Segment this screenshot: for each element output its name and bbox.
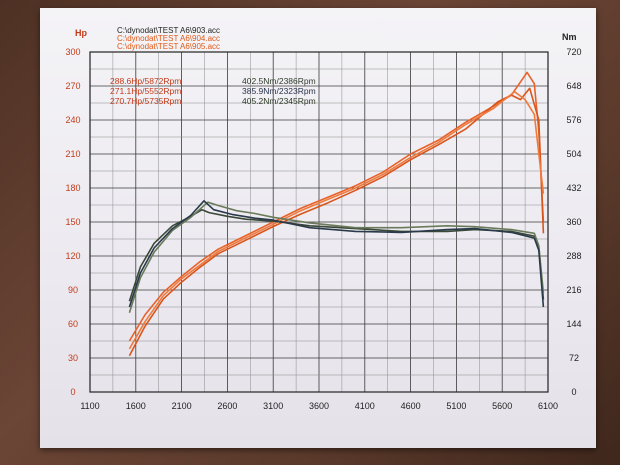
y-right-axis-label: Nm bbox=[562, 32, 577, 42]
y-right-tick-label: 432 bbox=[566, 183, 581, 193]
y-left-tick-label: 300 bbox=[65, 47, 80, 57]
x-tick-label: 5100 bbox=[446, 401, 466, 411]
y-left-tick-label: 150 bbox=[65, 217, 80, 227]
y-right-tick-label: 648 bbox=[566, 81, 581, 91]
peak-power-1: 288.6Hp/5872Rpm bbox=[110, 76, 181, 86]
x-tick-label: 6100 bbox=[538, 401, 558, 411]
y-left-tick-label: 180 bbox=[65, 183, 80, 193]
legend-file-3: C:\dynodat\TEST A6\905.acc bbox=[117, 42, 220, 51]
peak-torque-2: 385.9Nm/2323Rpm bbox=[242, 86, 316, 96]
y-right-tick-label: 576 bbox=[566, 115, 581, 125]
x-tick-label: 3100 bbox=[263, 401, 283, 411]
y-right-tick-label: 288 bbox=[566, 251, 581, 261]
y-right-tick-label: 504 bbox=[566, 149, 581, 159]
power-curve-2 bbox=[128, 87, 545, 357]
y-left-tick-label: 0 bbox=[70, 387, 75, 397]
y-left-tick-label: 210 bbox=[65, 149, 80, 159]
plot-frame bbox=[89, 51, 549, 393]
y-left-tick-labels: 0 30 60 90 120 150 180 210 240 270 300 bbox=[65, 47, 80, 397]
peak-power-3: 270.7Hp/5735Rpm bbox=[110, 96, 181, 106]
y-right-tick-label: 360 bbox=[566, 217, 581, 227]
power-curve-3 bbox=[128, 90, 545, 350]
y-left-tick-label: 30 bbox=[68, 353, 78, 363]
y-right-tick-label: 720 bbox=[566, 47, 581, 57]
legend-file-2: C:\dynodat\TEST A6\904.acc bbox=[117, 34, 220, 43]
y-left-tick-label: 60 bbox=[68, 319, 78, 329]
x-tick-label: 2100 bbox=[172, 401, 192, 411]
x-tick-label: 1100 bbox=[80, 401, 99, 411]
y-right-tick-labels: 0 72 144 216 288 360 432 504 576 648 720 bbox=[566, 47, 581, 397]
y-left-axis-label: Hp bbox=[75, 28, 87, 38]
peak-torque-3: 405.2Nm/2345Rpm bbox=[242, 96, 316, 106]
x-tick-labels: 1100 1600 2100 2600 3100 3600 4100 4600 5100 5600… bbox=[80, 401, 558, 411]
x-tick-label: 3600 bbox=[309, 401, 329, 411]
y-right-tick-label: 72 bbox=[569, 353, 579, 363]
chart-curves bbox=[128, 71, 545, 357]
peak-power-2: 271.1Hp/5552Rpm bbox=[110, 86, 181, 96]
x-tick-label: 2600 bbox=[217, 401, 237, 411]
torque-curve-6 bbox=[128, 200, 545, 308]
power-curve-1 bbox=[128, 71, 545, 342]
peak-torque-1: 402.5Nm/2386Rpm bbox=[242, 76, 316, 86]
y-left-tick-label: 90 bbox=[68, 285, 78, 295]
y-right-tick-label: 144 bbox=[566, 319, 581, 329]
legend-file-1: C:\dynodat\TEST A6\903.acc bbox=[117, 26, 220, 35]
y-left-tick-label: 120 bbox=[65, 251, 80, 261]
y-right-tick-label: 216 bbox=[566, 285, 581, 295]
x-tick-label: 5600 bbox=[492, 401, 512, 411]
x-tick-label: 4100 bbox=[355, 401, 375, 411]
x-tick-label: 4600 bbox=[401, 401, 421, 411]
y-left-tick-label: 240 bbox=[65, 115, 80, 125]
chart-grid bbox=[89, 51, 549, 393]
y-right-tick-label: 0 bbox=[571, 387, 576, 397]
y-left-tick-label: 270 bbox=[65, 81, 80, 91]
x-tick-label: 1600 bbox=[126, 401, 146, 411]
torque-curve-4 bbox=[128, 208, 545, 302]
torque-curve-5 bbox=[128, 201, 545, 313]
